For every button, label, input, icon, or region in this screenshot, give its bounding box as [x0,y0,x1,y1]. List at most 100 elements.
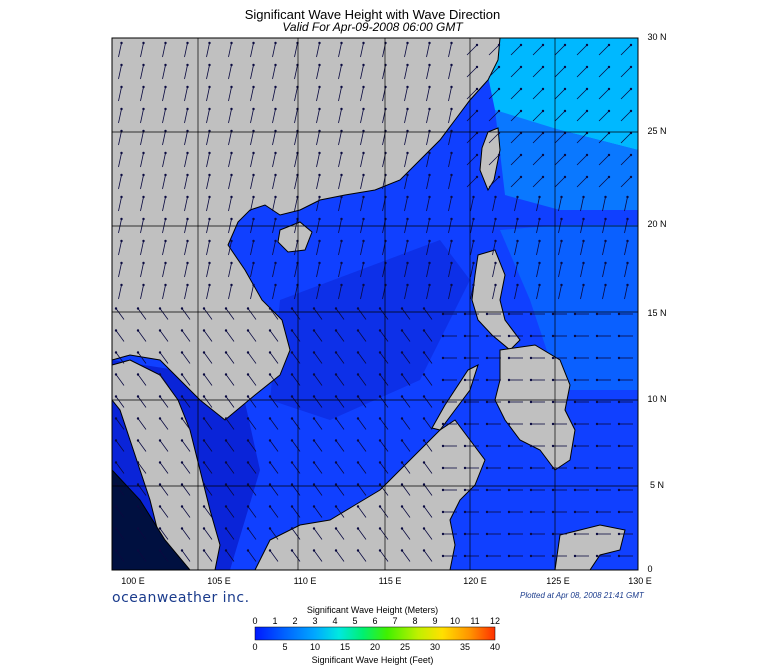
wave-arrow-head [136,329,140,332]
wave-arrow-head [356,351,360,354]
wave-arrow [360,240,364,256]
wave-arrow [426,86,430,102]
wave-arrow-head [334,505,338,508]
wave-arrow-head [318,129,321,133]
wave-arrow-head [507,488,511,492]
wave-arrow [379,308,389,320]
wave-arrow [184,42,188,58]
wave-arrow [272,240,276,256]
wave-arrow-head [142,195,145,199]
wave-arrow-head [494,195,497,199]
wave-arrow-head [573,466,577,470]
wave-arrow-head [551,378,555,382]
wave-arrow-head [626,239,629,243]
wave-arrow-head [519,153,523,157]
wave-arrow [294,152,298,168]
wave-arrow-head [208,129,211,133]
wave-arrow-head [428,217,431,221]
wave-arrow [294,240,298,256]
wave-arrow-head [585,43,589,47]
wave-arrow [510,110,522,122]
wave-arrow-head [274,41,277,45]
wave-arrow-head [378,483,382,486]
wave-arrow [203,528,213,540]
legend-tick-label: 11 [470,616,480,626]
wave-arrow-head [142,129,145,133]
wave-arrow [448,86,452,102]
wave-arrow-head [541,65,545,69]
wave-arrow-head [312,373,316,376]
wave-arrow-head [428,239,431,243]
wave-arrow [488,88,500,100]
wave-arrow [335,418,345,430]
wave-arrow [206,262,210,278]
wave-arrow [294,86,298,102]
wave-arrow-head [290,395,294,398]
wave-arrow-head [378,307,382,310]
wave-arrow-head [485,444,489,448]
wave-arrow-head [529,312,533,316]
wave-arrow-head [224,395,228,398]
wave-arrow-head [472,217,475,221]
wave-arrow [250,174,254,190]
wave-arrow-head [224,483,228,486]
wave-arrow [225,550,235,562]
wave-arrow [423,308,433,320]
wave-arrow-head [406,173,409,177]
wave-arrow-head [422,527,426,530]
wave-arrow-head [563,65,567,69]
wave-arrow [162,152,166,168]
wave-arrow [316,262,320,278]
wave-arrow [401,396,411,408]
wave-arrow [140,152,144,168]
wave-arrow [401,352,411,364]
wave-arrow-head [529,356,533,360]
wave-arrow-head [268,439,272,442]
wave-arrow [206,196,210,212]
wave-arrow [316,152,320,168]
wave-arrow-head [136,549,140,552]
wave-arrow-head [494,261,497,265]
wave-arrow-head [573,422,577,426]
wave-arrow [423,440,433,452]
wave-arrow-head [617,532,621,536]
wave-arrow-head [529,554,533,558]
wave-arrow [247,374,257,386]
wave-arrow [466,176,478,188]
wave-arrow-head [246,527,250,530]
wave-arrow-head [485,422,489,426]
wave-arrow-head [617,510,621,514]
colorbar [254,626,496,641]
wave-arrow-head [450,151,453,155]
wave-arrow [250,284,254,300]
wave-arrow-head [290,307,294,310]
wave-arrow-head [400,549,404,552]
wave-arrow [228,130,232,146]
wave-arrow-head [595,312,599,316]
wave-arrow-head [114,549,118,552]
wave-arrow-head [120,129,123,133]
wave-arrow-head [450,217,453,221]
wave-arrow [514,262,518,278]
wave-arrow [203,374,213,386]
wave-arrow-head [541,87,545,91]
wave-arrow [118,174,122,190]
wave-arrow [272,64,276,80]
wave-arrow-head [340,151,343,155]
wave-arrow-head [158,373,162,376]
wave-arrow [269,396,279,408]
wave-arrow [137,462,147,474]
wave-arrow [140,262,144,278]
wave-arrow-head [573,312,577,316]
wave-arrow-head [246,461,250,464]
wave-arrow-head [202,461,206,464]
wave-arrow [294,284,298,300]
wave-arrow-head [290,483,294,486]
wave-arrow [272,262,276,278]
wave-arrow [488,66,500,78]
wave-arrow [510,88,522,100]
map-title: Significant Wave Height with Wave Direct… [244,7,501,22]
wave-arrow [576,88,588,100]
wave-arrow [225,506,235,518]
